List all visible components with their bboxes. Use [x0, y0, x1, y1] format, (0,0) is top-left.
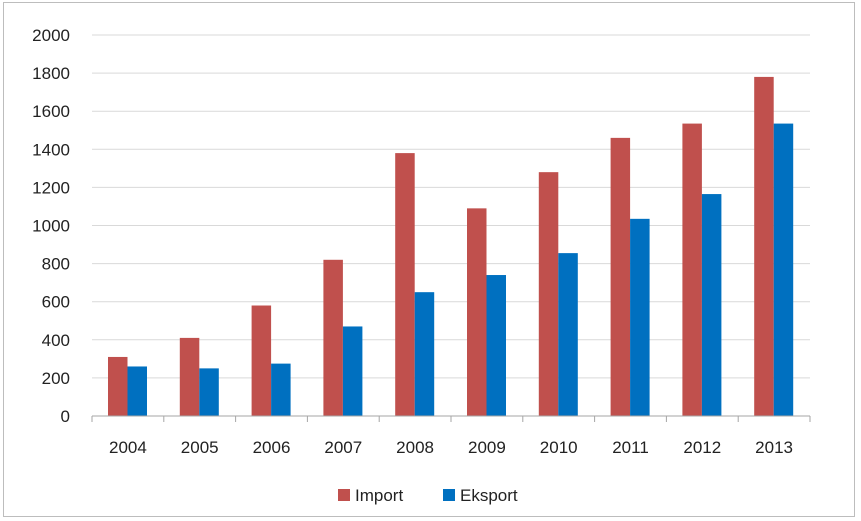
x-tick-label: 2008	[396, 438, 434, 457]
bar-import-2008	[395, 153, 415, 417]
bar-eksport-2009	[486, 275, 506, 416]
legend-swatch-import	[338, 489, 350, 501]
x-tick-label: 2013	[755, 438, 793, 457]
x-tick-label: 2005	[181, 438, 219, 457]
x-tick-label: 2004	[109, 438, 147, 457]
y-tick-label: 0	[61, 407, 70, 426]
y-tick-label: 400	[42, 331, 70, 350]
bar-eksport-2011	[630, 218, 650, 416]
y-tick-label: 1800	[32, 64, 70, 83]
legend-label-eksport: Eksport	[460, 486, 518, 505]
y-tick-label: 200	[42, 369, 70, 388]
bar-import-2010	[538, 172, 559, 416]
x-tick-label: 2010	[540, 438, 578, 457]
bars	[108, 76, 794, 417]
bar-eksport-2007	[342, 326, 363, 416]
bar-import-2011	[610, 137, 631, 416]
x-tick-label: 2011	[612, 438, 649, 457]
x-axis-ticks: 2004 2005 2006 2007 2008 2009 2010 2011 2012 2013	[109, 438, 793, 457]
bar-eksport-2012	[701, 194, 722, 416]
bar-eksport-2008	[414, 292, 435, 416]
bar-import-2013	[754, 76, 774, 416]
bar-import-2007	[323, 259, 343, 416]
x-tick-label: 2007	[324, 438, 362, 457]
bar-eksport-2010	[558, 253, 578, 416]
y-tick-label: 1200	[32, 178, 70, 197]
y-tick-label: 1000	[32, 217, 70, 236]
y-tick-label: 1600	[32, 102, 70, 121]
y-tick-label: 1400	[32, 140, 70, 159]
bar-eksport-2013	[773, 123, 794, 417]
legend-swatch-eksport	[443, 489, 455, 501]
x-tick-label: 2006	[253, 438, 291, 457]
bar-import-2005	[179, 337, 200, 416]
bar-eksport-2006	[271, 363, 291, 416]
bar-eksport-2004	[127, 366, 147, 416]
y-tick-label: 2000	[32, 26, 70, 45]
bar-import-2012	[682, 123, 702, 417]
x-axis	[91, 415, 811, 422]
bar-import-2009	[467, 208, 487, 416]
y-axis-ticks: 0 200 400 600 800 1000 1200 1400 1600 1800 2000	[32, 26, 70, 426]
legend-label-import: Import	[355, 486, 403, 505]
legend: Import Eksport	[338, 486, 518, 505]
y-tick-label: 600	[42, 293, 70, 312]
bar-import-2006	[251, 305, 272, 416]
x-tick-label: 2012	[683, 438, 721, 457]
y-tick-label: 800	[42, 255, 70, 274]
bar-eksport-2005	[199, 368, 219, 416]
bar-import-2004	[108, 356, 128, 416]
x-tick-label: 2009	[468, 438, 506, 457]
